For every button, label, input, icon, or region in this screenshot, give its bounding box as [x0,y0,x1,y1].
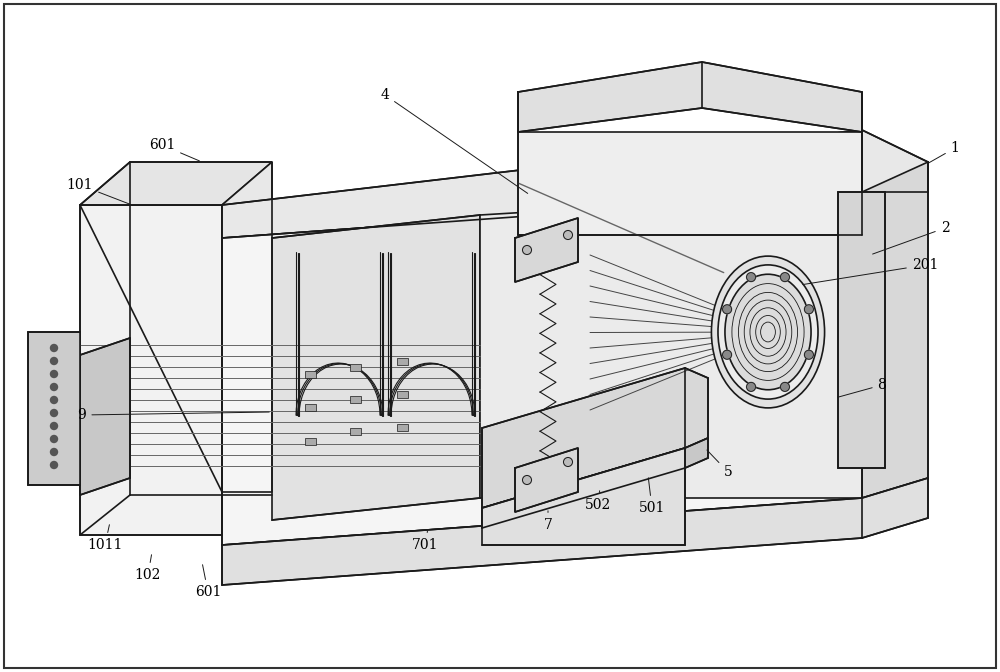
Circle shape [50,345,58,351]
Circle shape [522,245,532,255]
Circle shape [723,305,732,314]
Circle shape [747,273,756,282]
Polygon shape [482,448,685,545]
Text: 8: 8 [838,378,886,397]
Text: 201: 201 [803,258,938,284]
Polygon shape [222,478,928,585]
Circle shape [50,409,58,417]
Bar [350,428,361,435]
Circle shape [564,458,572,466]
Text: 4: 4 [381,88,528,194]
Circle shape [780,382,789,391]
Text: 501: 501 [639,478,665,515]
Bar [305,438,316,445]
Text: 2: 2 [873,221,949,254]
Polygon shape [80,205,222,535]
Circle shape [804,305,813,314]
Circle shape [50,448,58,456]
Bar [397,424,408,431]
Circle shape [747,382,756,391]
Polygon shape [515,448,578,512]
Polygon shape [272,215,480,520]
Polygon shape [518,62,862,132]
Circle shape [50,384,58,390]
Bar [397,358,408,365]
Ellipse shape [711,256,825,408]
Text: 1: 1 [927,141,959,163]
Text: 601: 601 [195,564,221,599]
Text: 502: 502 [585,491,611,512]
Text: 101: 101 [67,178,129,204]
Polygon shape [222,162,272,535]
Circle shape [522,476,532,485]
Text: 9: 9 [78,408,269,422]
Circle shape [50,370,58,378]
Polygon shape [222,192,862,545]
Polygon shape [80,162,272,205]
Text: 601: 601 [149,138,199,161]
Circle shape [50,462,58,468]
Polygon shape [222,130,928,238]
Bar [350,364,361,371]
Ellipse shape [718,265,818,399]
Circle shape [564,230,572,239]
Polygon shape [862,162,928,498]
Circle shape [50,358,58,364]
Circle shape [780,273,789,282]
Bar [305,404,316,411]
Polygon shape [838,192,885,468]
Bar [397,391,408,398]
Circle shape [50,423,58,429]
Circle shape [50,435,58,442]
Polygon shape [482,368,708,508]
Text: 5: 5 [707,450,732,479]
Bar [305,371,316,378]
Text: 1011: 1011 [87,525,123,552]
Polygon shape [515,218,578,282]
Polygon shape [480,192,862,498]
Polygon shape [28,332,80,485]
Polygon shape [518,132,862,235]
Ellipse shape [725,274,811,390]
Polygon shape [80,338,130,495]
Polygon shape [482,438,708,528]
Circle shape [804,350,813,360]
Bar [350,396,361,403]
Circle shape [723,350,732,360]
Circle shape [50,396,58,403]
Text: 701: 701 [412,531,438,552]
Text: 7: 7 [544,511,552,532]
Text: 102: 102 [135,555,161,582]
